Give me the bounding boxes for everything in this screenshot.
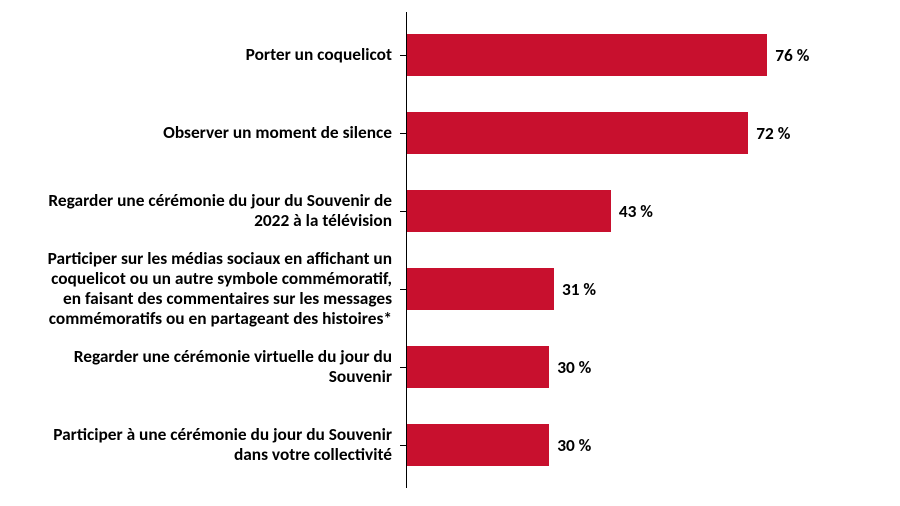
bar — [407, 34, 767, 76]
value-label: 76 % — [775, 34, 809, 76]
bar — [407, 346, 549, 388]
category-label: Regarder une cérémonie virtuelle du jour… — [32, 328, 392, 406]
bar — [407, 268, 554, 310]
bar — [407, 424, 549, 466]
value-label: 30 % — [557, 424, 591, 466]
value-label: 72 % — [756, 112, 790, 154]
category-label: Porter un coquelicot — [32, 16, 392, 94]
y-axis-tick — [400, 289, 406, 290]
y-axis-tick — [400, 55, 406, 56]
y-axis-tick — [400, 211, 406, 212]
bar — [407, 112, 748, 154]
value-label: 43 % — [619, 190, 653, 232]
category-label: Participer sur les médias sociaux en aff… — [32, 250, 392, 328]
value-label: 31 % — [562, 268, 596, 310]
bar — [407, 190, 611, 232]
category-label: Regarder une cérémonie du jour du Souven… — [32, 172, 392, 250]
category-label: Observer un moment de silence — [32, 94, 392, 172]
value-label: 30 % — [557, 346, 591, 388]
y-axis-tick — [400, 445, 406, 446]
y-axis-tick — [400, 133, 406, 134]
y-axis-tick — [400, 367, 406, 368]
remembrance-participation-bar-chart: Porter un coquelicot 76 % Observer un mome… — [0, 0, 900, 506]
category-label: Participer à une cérémonie du jour du So… — [32, 406, 392, 484]
